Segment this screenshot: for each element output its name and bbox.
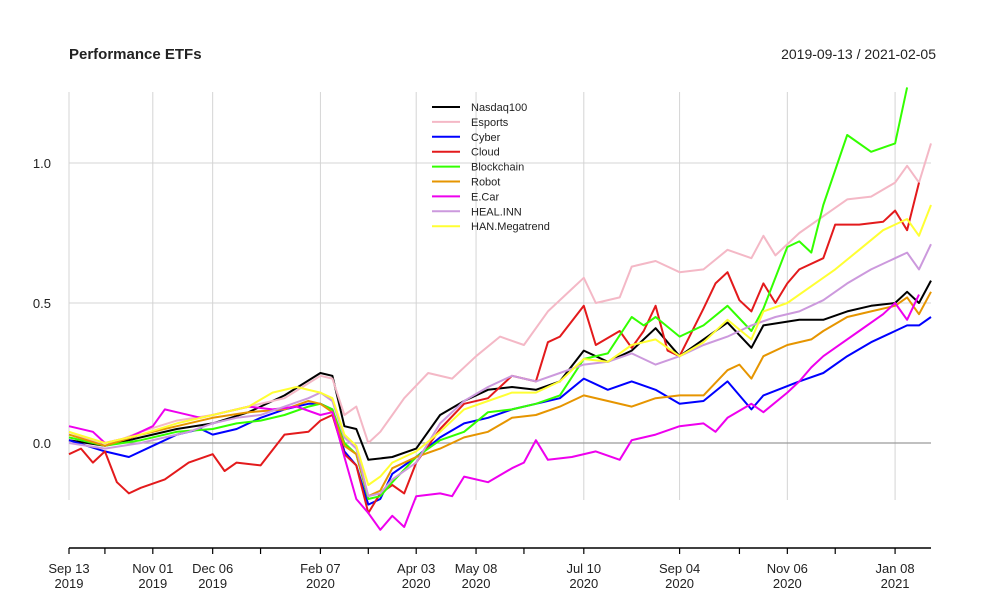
x-tick-label: Nov 06 bbox=[767, 561, 808, 576]
legend-label-cloud: Cloud bbox=[471, 147, 500, 159]
legend: Nasdaq100 Esports Cyber Cloud Blockchain Robo… bbox=[432, 102, 550, 233]
legend-label-heal-inn: HEAL.INN bbox=[471, 206, 522, 218]
x-tick-label: Dec 06 bbox=[192, 561, 233, 576]
y-tick-label: 0.5 bbox=[33, 296, 51, 311]
legend-label-robot: Robot bbox=[471, 177, 500, 189]
legend-label-e-car: E.Car bbox=[471, 191, 499, 203]
x-tick-year: 2020 bbox=[773, 576, 802, 591]
x-tick-year: 2020 bbox=[306, 576, 335, 591]
x-tick-year: 2020 bbox=[569, 576, 598, 591]
x-tick-label: Sep 13 bbox=[48, 561, 89, 576]
x-tick-year: 2020 bbox=[402, 576, 431, 591]
series-line-han-megatrend bbox=[68, 204, 932, 486]
legend-label-cyber: Cyber bbox=[471, 132, 501, 144]
series-line-nasdaq100 bbox=[68, 280, 932, 461]
x-tick-label: Feb 07 bbox=[300, 561, 340, 576]
legend-label-han-megatrend: HAN.Megatrend bbox=[471, 221, 550, 233]
x-tick-label: Jan 08 bbox=[876, 561, 915, 576]
x-tick-year: 2019 bbox=[55, 576, 84, 591]
series-line-robot bbox=[68, 291, 932, 498]
x-tick-label: Apr 03 bbox=[397, 561, 435, 576]
chart-title: Performance ETFs bbox=[69, 46, 202, 63]
y-tick-label: 0.0 bbox=[33, 436, 51, 451]
series-line-esports bbox=[68, 143, 932, 447]
x-tick-year: 2020 bbox=[665, 576, 694, 591]
legend-label-nasdaq100: Nasdaq100 bbox=[471, 102, 527, 114]
series-line-cyber bbox=[68, 316, 932, 506]
x-tick-year: 2019 bbox=[198, 576, 227, 591]
x-tick-label: Sep 04 bbox=[659, 561, 700, 576]
date-range-label: 2019-09-13 / 2021-02-05 bbox=[781, 46, 936, 62]
x-tick-year: 2019 bbox=[138, 576, 167, 591]
series-line-heal-inn bbox=[68, 243, 932, 498]
x-tick-label: Jul 10 bbox=[566, 561, 601, 576]
x-tick-label: Nov 01 bbox=[132, 561, 173, 576]
series-line-blockchain bbox=[68, 87, 909, 500]
legend-label-esports: Esports bbox=[471, 117, 509, 129]
series-lines bbox=[68, 87, 932, 531]
legend-label-blockchain: Blockchain bbox=[471, 162, 524, 174]
x-tick-label: May 08 bbox=[455, 561, 498, 576]
grid-lines bbox=[68, 92, 931, 500]
x-tick-year: 2021 bbox=[881, 576, 910, 591]
y-tick-label: 1.0 bbox=[33, 156, 51, 171]
x-tick-year: 2020 bbox=[462, 576, 491, 591]
